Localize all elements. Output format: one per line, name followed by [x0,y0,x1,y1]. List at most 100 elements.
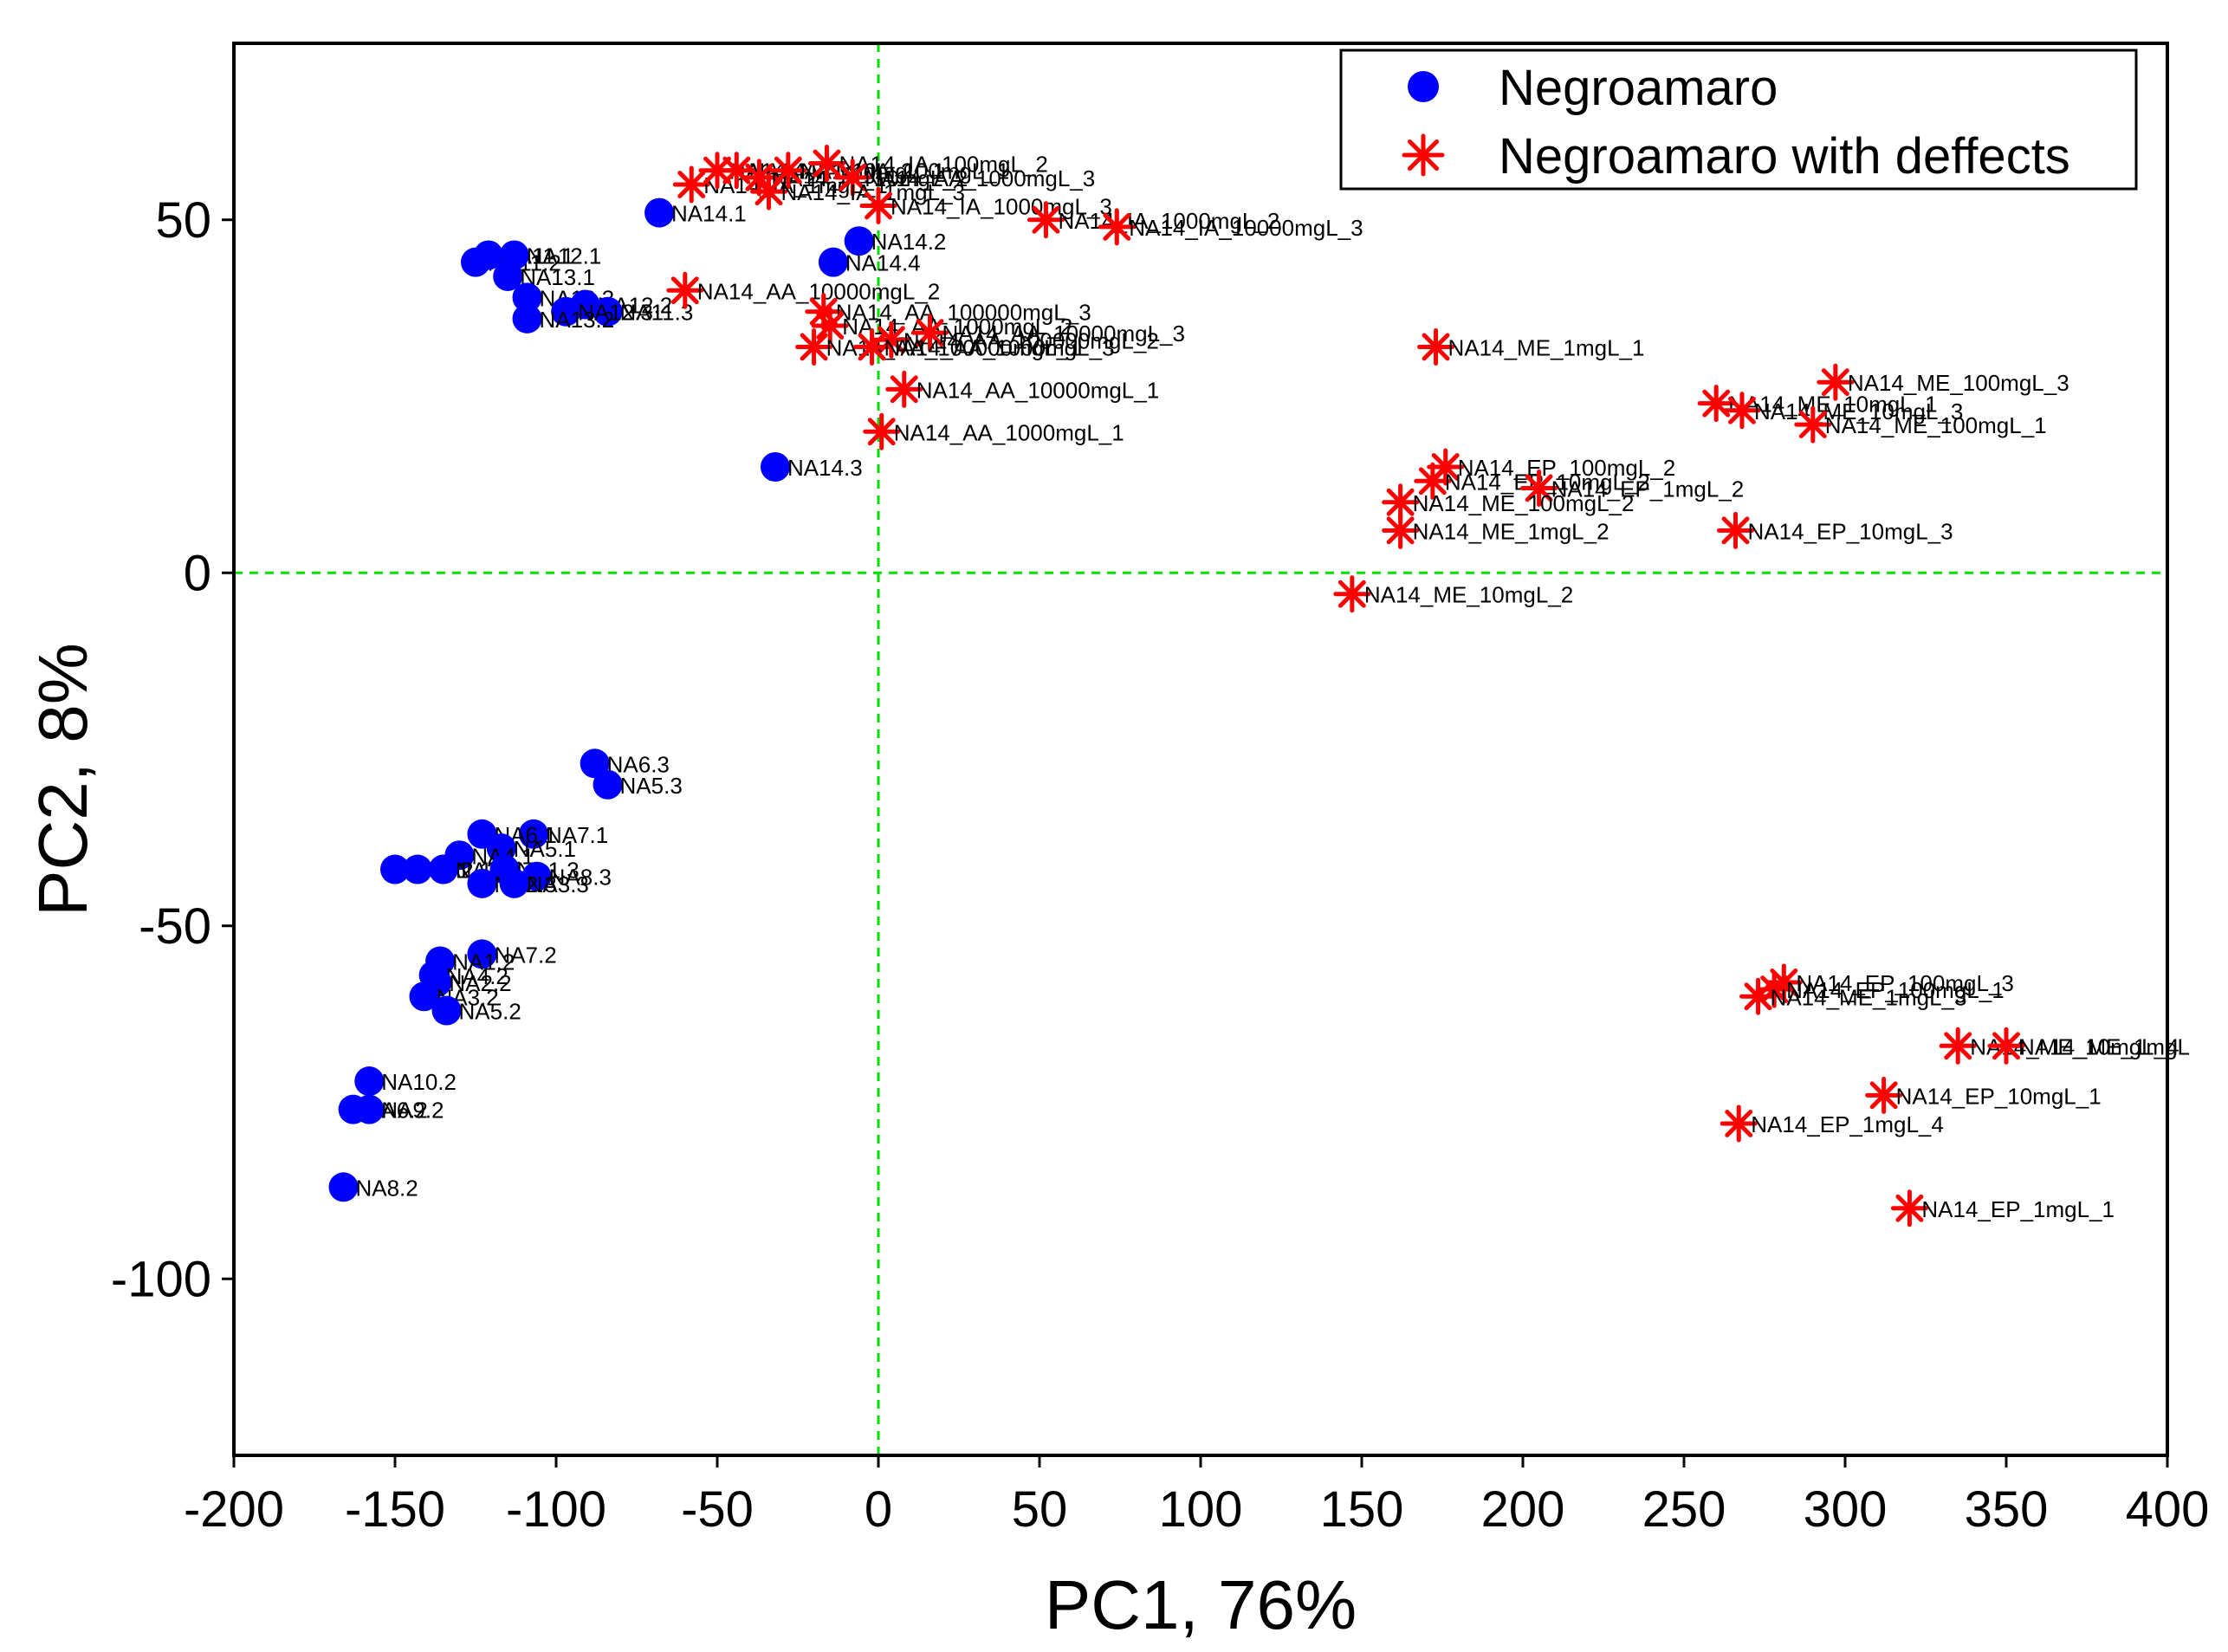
asterisk-stroke [858,333,886,361]
asterisk-stroke [1418,467,1447,496]
point-marker [666,271,704,309]
y-tick-label: -100 [111,1251,211,1307]
series-layer: NA14.1NA14.2NA14.4NA14.3NA11.2NA11.1NA12… [328,145,2190,1228]
point-label: NA14.2 [871,229,947,255]
x-tick-label: 0 [865,1481,892,1538]
point-marker [473,240,503,270]
asterisk-stroke [816,312,845,340]
point-label: NA8.3 [549,865,612,891]
x-tick-label: 150 [1320,1481,1404,1538]
point-label: NA14.4 [845,250,921,276]
point-marker [1939,1027,1977,1065]
point-marker [521,861,552,891]
point-label: NA2.2 [449,970,511,996]
point-label: NA14_ME_1mgL_1 [1448,334,1645,360]
point-label: NA14_IA_10000mgL_3 [1129,215,1363,241]
point-label: NA14_EP_1mgL_2 [1551,476,1745,502]
legend: Negroamaro Negroamaro with deffects [1339,49,2138,191]
asterisk-stroke [809,297,838,326]
point-label: NA9.2 [381,1098,444,1124]
point-label: NA5.1 [514,836,576,862]
asterisk-stroke [1702,389,1731,418]
point-label: NA8.2 [355,1175,418,1201]
point-marker [818,247,848,277]
point-marker [885,370,923,408]
point-label: NA4.2 [446,963,508,989]
point-label: NA14_AA_100000mgL_3 [836,300,1091,326]
point-label: NA14_AA_10000mgL_3 [942,321,1185,347]
point-marker [1794,405,1832,444]
point-marker [795,327,833,366]
point-marker [354,1066,385,1097]
asterisk-stroke [1744,982,1772,1011]
point-marker [499,868,529,898]
x-tick-label: -200 [184,1481,284,1538]
point-marker [853,327,891,366]
point-marker [431,995,462,1026]
x-tick-label: 50 [1012,1481,1068,1538]
asterisk-stroke [1992,1032,2020,1060]
x-tick-label: -100 [506,1481,606,1538]
point-label: NA14_EP_10mgL_3 [1748,518,1953,544]
point-label: NA14_AA_10000mgL_2 [697,278,940,304]
point-marker [1520,469,1558,507]
point-label: NA14_ME_1mgL_3 [1771,984,1967,1010]
point-marker [1382,511,1420,549]
point-marker [644,198,675,228]
point-marker [807,145,845,183]
asterisk-stroke [755,178,783,206]
asterisk-stroke [1407,139,1440,172]
point-label: NA14_ME_1mgL [2018,1033,2190,1059]
point-label: NA14_ME_100mgL_3 [1848,370,2069,396]
point-marker [863,412,901,450]
asterisk-stroke [703,156,731,185]
point-label: NA14.3 [787,455,863,481]
point-label: NA3.3 [527,871,589,897]
asterisk-stroke [916,319,944,347]
reference-lines [234,43,2167,1455]
point-label: NA12.1 [527,243,602,269]
asterisk-stroke [865,191,892,220]
point-label: NA14_IA_1000mgL_2 [1058,208,1279,234]
asterisk-stroke [1103,212,1131,241]
asterisk-stroke [813,149,841,178]
point-label: NA1.2 [452,949,515,975]
point-label: NA14_AA_1000mgL_1 [894,419,1124,445]
legend-marker-negroamaro [1408,71,1439,102]
point-label: NA14_EP_100mgL_1 [1786,977,2005,1003]
legend-box [1339,49,2138,191]
point-label: NA5.3 [620,773,683,799]
x-tick-label: 250 [1642,1481,1726,1538]
point-label: NA14_ME_10mgL_3 [1754,398,1963,424]
point-label: NA14_AA_1000mgL_3 [865,165,1095,191]
point-marker [403,854,433,884]
point-label: NA14_ME_10mgL_2 [1364,582,1573,608]
x-tick-label: 400 [2126,1481,2210,1538]
point-label: NA14_EP_100mgL_2 [1458,455,1676,481]
y-tick-label: 0 [184,545,211,601]
point-marker [1890,1189,1928,1228]
point-label: NA12.3 [578,300,653,326]
point-marker [1333,575,1371,613]
point-marker [409,981,439,1012]
x-axis: -200 -150 -100 -50 0 50 100 150 200 250 300 350 400 [184,1455,2209,1538]
asterisk-stroke [1725,1110,1753,1137]
point-marker [1817,363,1855,401]
asterisk-stroke [1337,580,1366,608]
point-marker [672,165,710,204]
point-marker [1414,462,1452,500]
asterisk-stroke [1386,488,1415,516]
y-axis: -100 -50 0 50 [111,192,234,1307]
x-tick-label: 300 [1804,1481,1888,1538]
point-marker [859,186,897,224]
y-axis-title: PC2, 8% [24,643,101,917]
legend-marker-deffects [1402,133,1445,177]
point-label: NA14_ME_1mgL_2 [1413,518,1609,544]
asterisk-stroke [800,333,828,361]
asterisk-stroke [1728,396,1756,424]
point-marker [844,226,874,256]
point-marker [428,854,458,884]
asterisk-stroke [1869,1081,1898,1110]
asterisk-stroke [722,156,751,185]
